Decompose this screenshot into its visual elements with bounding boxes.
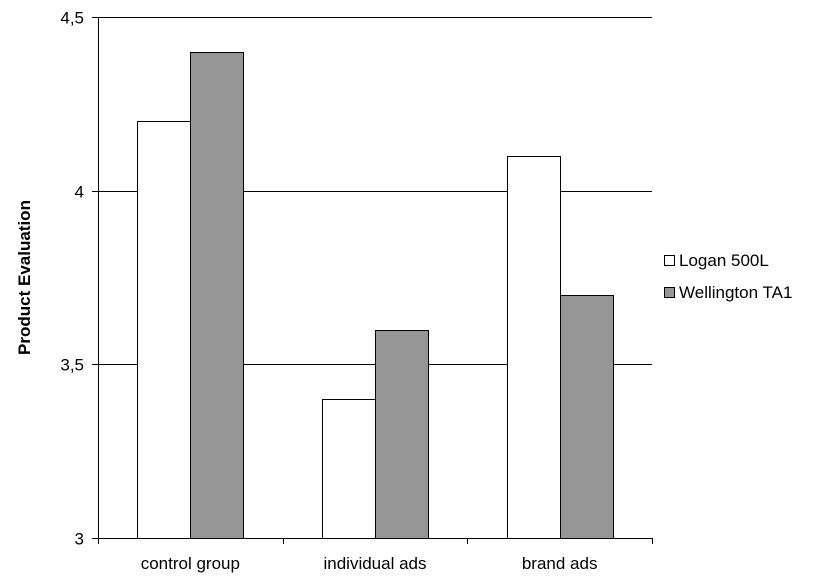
bar xyxy=(322,399,376,539)
legend: Logan 500L Wellington TA1 xyxy=(664,251,792,302)
bars xyxy=(137,52,614,539)
y-tick-label: 4 xyxy=(75,183,84,202)
bar xyxy=(507,156,561,539)
bar xyxy=(190,52,244,539)
bar xyxy=(137,121,191,539)
x-tick-label: individual ads xyxy=(323,554,426,573)
x-tick-label: brand ads xyxy=(522,554,598,573)
y-axis-title: Product Evaluation xyxy=(15,200,34,355)
x-tick-label: control group xyxy=(141,554,240,573)
legend-swatch xyxy=(664,287,675,298)
x-axis-ticks: control group individual ads brand ads xyxy=(98,538,653,573)
y-tick-label: 3 xyxy=(75,530,84,549)
bar xyxy=(560,295,614,539)
legend-label: Wellington TA1 xyxy=(679,283,792,302)
y-tick-label: 3,5 xyxy=(60,356,84,375)
y-tick-label: 4,5 xyxy=(60,9,84,28)
y-axis-ticks: 3 3,5 4 4,5 xyxy=(60,9,98,549)
legend-swatch xyxy=(664,255,675,266)
bar xyxy=(375,330,429,539)
legend-label: Logan 500L xyxy=(679,251,769,270)
